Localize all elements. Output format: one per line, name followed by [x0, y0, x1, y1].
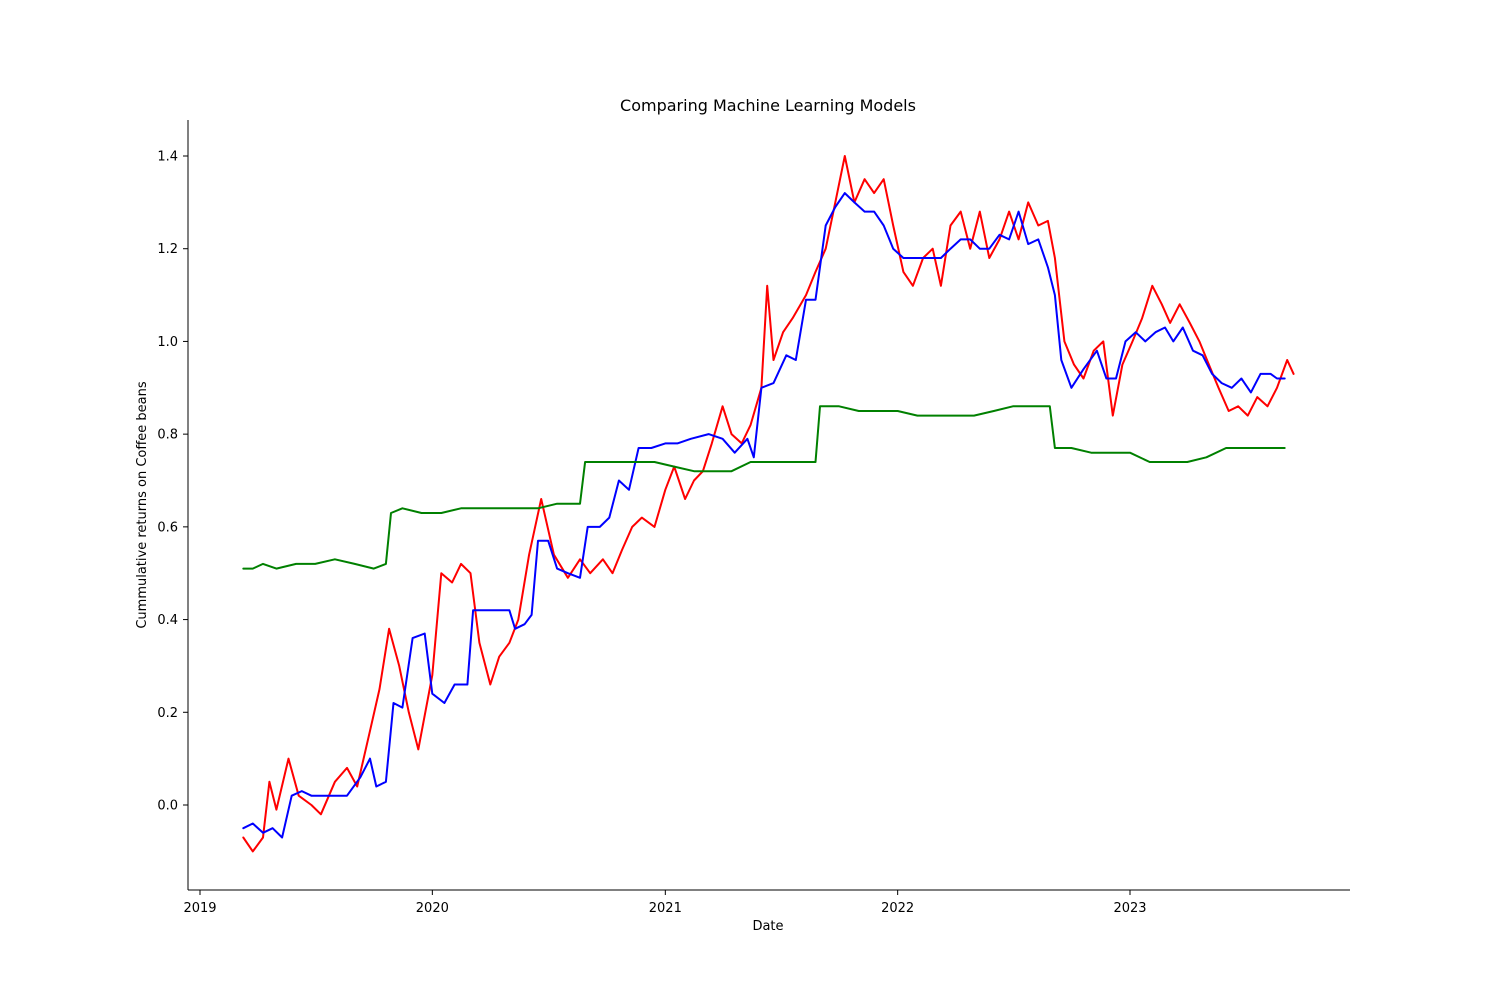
y-tick-label: 0.2 — [157, 706, 178, 721]
y-tick-label: 1.4 — [157, 150, 178, 165]
series-line-2 — [242, 192, 1286, 839]
y-tick-label: 0.8 — [157, 428, 178, 443]
x-tick-group: 2019 2020 2021 2022 2023 — [183, 890, 1147, 916]
y-tick-label: 0.6 — [157, 520, 178, 535]
x-axis-label: Date — [752, 919, 783, 934]
y-tick-label: 1.0 — [157, 335, 178, 350]
y-axis-label: Cummulative returns on Coffee beans — [135, 381, 150, 629]
x-tick-label: 2021 — [649, 901, 682, 916]
y-tick-label: 0.0 — [157, 799, 178, 814]
x-tick-label: 2019 — [183, 901, 216, 916]
x-tick-label: 2022 — [881, 901, 914, 916]
y-tick-label: 0.4 — [157, 613, 178, 628]
y-tick-label: 1.2 — [157, 242, 178, 257]
y-tick-group: 0.0 0.2 0.4 0.6 0.8 1.0 1.2 1.4 — [157, 150, 188, 814]
x-tick-label: 2023 — [1113, 901, 1146, 916]
x-tick-label: 2020 — [416, 901, 449, 916]
chart-title: Comparing Machine Learning Models — [620, 96, 916, 115]
series-line-3 — [242, 405, 1286, 570]
series-line-1 — [242, 155, 1295, 853]
series-layer — [242, 155, 1295, 853]
